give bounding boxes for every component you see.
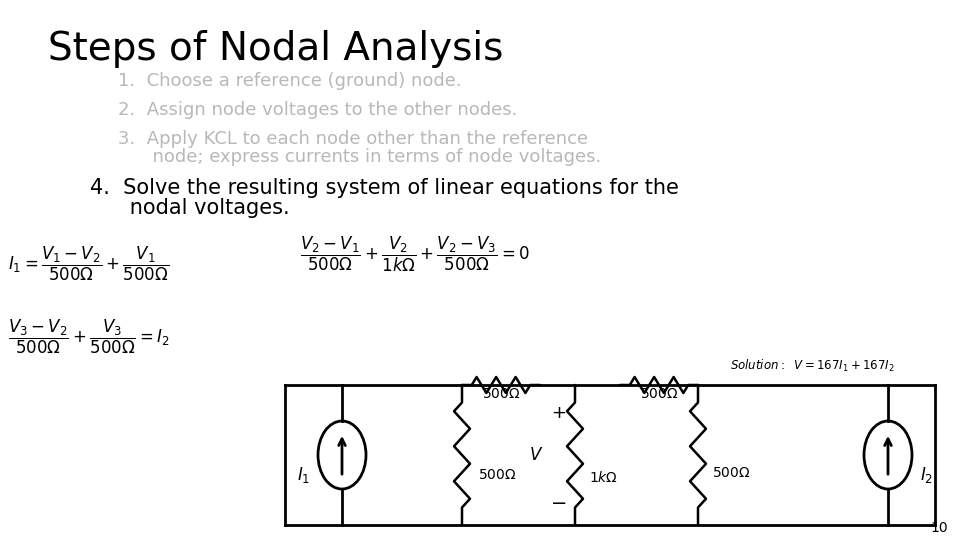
Text: $V$: $V$ xyxy=(529,446,543,464)
Text: $500\Omega$: $500\Omega$ xyxy=(639,387,679,401)
Text: 10: 10 xyxy=(930,521,948,535)
Text: $1k\Omega$: $1k\Omega$ xyxy=(589,469,618,484)
Text: 1.  Choose a reference (ground) node.: 1. Choose a reference (ground) node. xyxy=(118,72,462,90)
Text: $\mathit{Solution{:}}$  $V = 167I_1 + 167I_2$: $\mathit{Solution{:}}$ $V = 167I_1 + 167… xyxy=(730,358,895,374)
Text: 4.  Solve the resulting system of linear equations for the: 4. Solve the resulting system of linear … xyxy=(90,178,679,198)
Text: $I_1$: $I_1$ xyxy=(297,465,310,485)
Text: $\dfrac{V_3 - V_2}{500\Omega} + \dfrac{V_3}{500\Omega} = I_2$: $\dfrac{V_3 - V_2}{500\Omega} + \dfrac{V… xyxy=(8,318,170,356)
Text: $I_2$: $I_2$ xyxy=(920,465,933,485)
Text: 3.  Apply KCL to each node other than the reference: 3. Apply KCL to each node other than the… xyxy=(118,130,588,148)
Text: $I_1 = \dfrac{V_1 - V_2}{500\Omega} + \dfrac{V_1}{500\Omega}$: $I_1 = \dfrac{V_1 - V_2}{500\Omega} + \d… xyxy=(8,245,169,283)
Text: $500\Omega$: $500\Omega$ xyxy=(712,466,751,480)
Text: Steps of Nodal Analysis: Steps of Nodal Analysis xyxy=(48,30,503,68)
Text: −: − xyxy=(551,494,567,512)
Text: 2.  Assign node voltages to the other nodes.: 2. Assign node voltages to the other nod… xyxy=(118,101,517,119)
Text: +: + xyxy=(551,404,566,422)
Text: $500\Omega$: $500\Omega$ xyxy=(478,468,516,482)
Text: $\dfrac{V_2 - V_1}{500\Omega} + \dfrac{V_2}{1k\Omega} + \dfrac{V_2 - V_3}{500\Om: $\dfrac{V_2 - V_1}{500\Omega} + \dfrac{V… xyxy=(300,235,530,274)
Text: nodal voltages.: nodal voltages. xyxy=(90,198,290,218)
Text: node; express currents in terms of node voltages.: node; express currents in terms of node … xyxy=(118,148,601,166)
Text: $500\Omega$: $500\Omega$ xyxy=(482,387,520,401)
